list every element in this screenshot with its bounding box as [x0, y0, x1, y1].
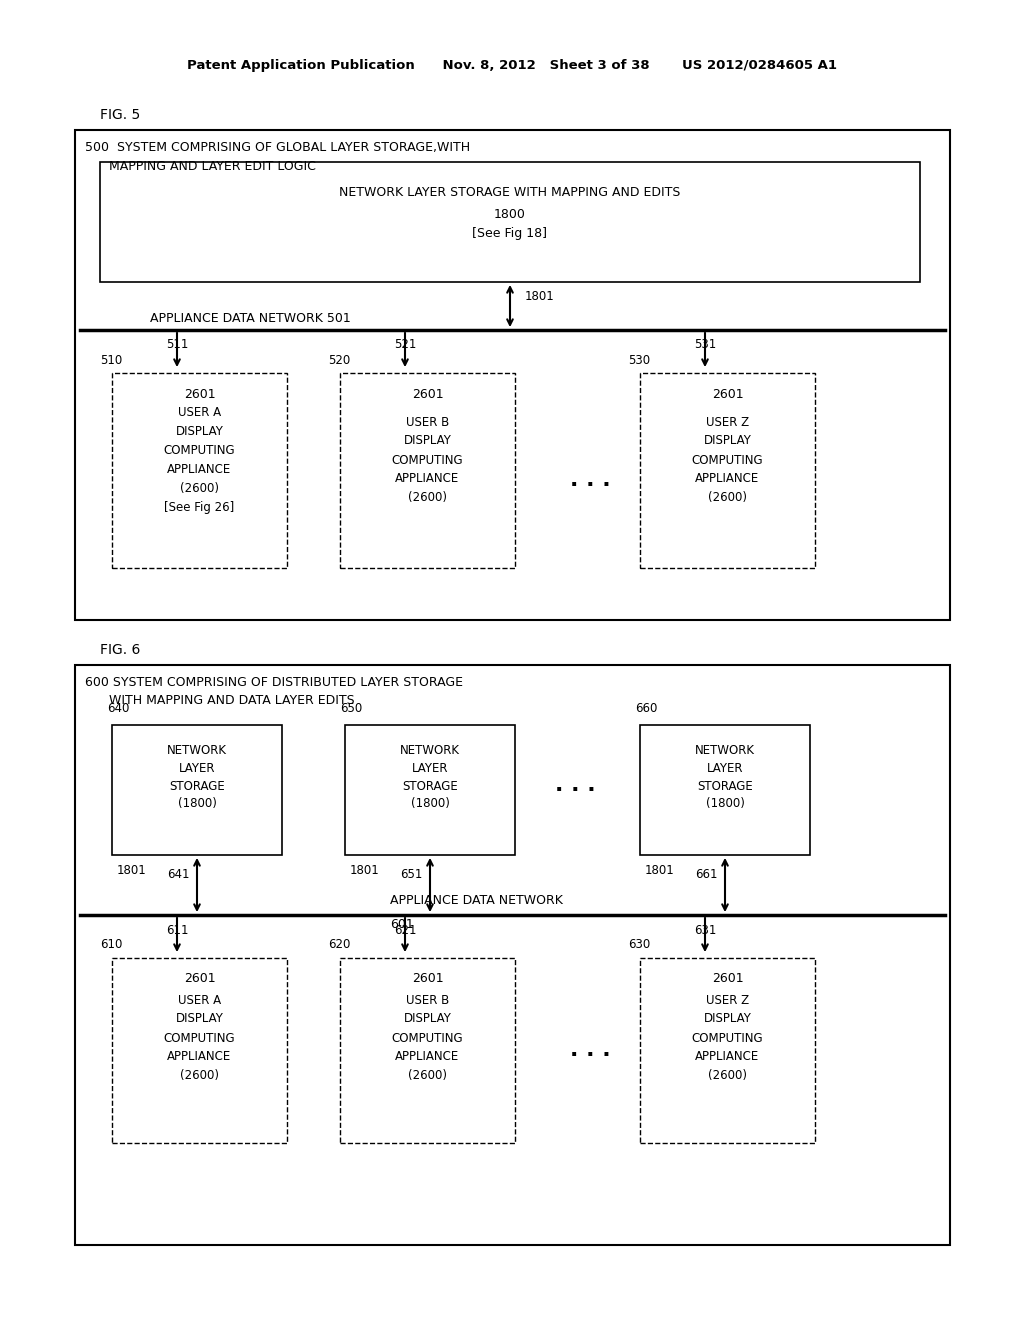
Text: APPLIANCE DATA NETWORK: APPLIANCE DATA NETWORK	[390, 895, 563, 908]
Text: FIG. 5: FIG. 5	[100, 108, 140, 121]
Text: NETWORK
LAYER
STORAGE
(1800): NETWORK LAYER STORAGE (1800)	[167, 743, 227, 810]
Text: 2601: 2601	[412, 388, 443, 401]
Text: 630: 630	[628, 939, 650, 952]
Text: NETWORK LAYER STORAGE WITH MAPPING AND EDITS: NETWORK LAYER STORAGE WITH MAPPING AND E…	[339, 186, 681, 198]
Text: 1800: 1800	[494, 207, 526, 220]
FancyBboxPatch shape	[640, 958, 815, 1143]
Text: 510: 510	[100, 354, 122, 367]
Text: 2601: 2601	[412, 972, 443, 985]
FancyBboxPatch shape	[112, 374, 287, 568]
Text: 641: 641	[167, 869, 189, 882]
Text: . . .: . . .	[569, 470, 610, 490]
Text: USER Z
DISPLAY
COMPUTING
APPLIANCE
(2600): USER Z DISPLAY COMPUTING APPLIANCE (2600…	[691, 994, 763, 1082]
Text: 640: 640	[106, 702, 129, 715]
Text: 1801: 1801	[350, 865, 380, 878]
Text: 660: 660	[635, 702, 657, 715]
FancyBboxPatch shape	[340, 958, 515, 1143]
Text: USER B
DISPLAY
COMPUTING
APPLIANCE
(2600): USER B DISPLAY COMPUTING APPLIANCE (2600…	[392, 416, 463, 504]
Text: 610: 610	[100, 939, 123, 952]
Text: 1801: 1801	[117, 865, 146, 878]
Text: 2601: 2601	[712, 972, 743, 985]
Text: Patent Application Publication      Nov. 8, 2012   Sheet 3 of 38       US 2012/0: Patent Application Publication Nov. 8, 2…	[187, 58, 837, 71]
Text: 650: 650	[340, 702, 362, 715]
Text: . . .: . . .	[555, 775, 595, 795]
Text: NETWORK
LAYER
STORAGE
(1800): NETWORK LAYER STORAGE (1800)	[400, 743, 460, 810]
Text: 600 SYSTEM COMPRISING OF DISTRIBUTED LAYER STORAGE: 600 SYSTEM COMPRISING OF DISTRIBUTED LAY…	[85, 676, 463, 689]
Text: USER Z
DISPLAY
COMPUTING
APPLIANCE
(2600): USER Z DISPLAY COMPUTING APPLIANCE (2600…	[691, 416, 763, 504]
Text: WITH MAPPING AND DATA LAYER EDITS: WITH MAPPING AND DATA LAYER EDITS	[85, 694, 354, 708]
FancyBboxPatch shape	[100, 162, 920, 282]
FancyBboxPatch shape	[345, 725, 515, 855]
Text: 2601: 2601	[183, 388, 215, 401]
Text: 1801: 1801	[525, 290, 555, 304]
Text: 651: 651	[400, 869, 422, 882]
Text: USER B
DISPLAY
COMPUTING
APPLIANCE
(2600): USER B DISPLAY COMPUTING APPLIANCE (2600…	[392, 994, 463, 1082]
Text: 631: 631	[694, 924, 716, 936]
Text: USER A
DISPLAY
COMPUTING
APPLIANCE
(2600)
[See Fig 26]: USER A DISPLAY COMPUTING APPLIANCE (2600…	[164, 407, 236, 513]
Text: 1801: 1801	[645, 865, 675, 878]
Text: 611: 611	[166, 924, 188, 936]
Text: 531: 531	[694, 338, 716, 351]
FancyBboxPatch shape	[75, 665, 950, 1245]
Text: . . .: . . .	[569, 1040, 610, 1060]
Text: 2601: 2601	[712, 388, 743, 401]
Text: 521: 521	[394, 338, 416, 351]
Text: 520: 520	[328, 354, 350, 367]
Text: 621: 621	[394, 924, 416, 936]
Text: 2601: 2601	[183, 972, 215, 985]
Text: 601: 601	[390, 919, 414, 932]
Text: MAPPING AND LAYER EDIT LOGIC: MAPPING AND LAYER EDIT LOGIC	[85, 160, 315, 173]
Text: 661: 661	[695, 869, 718, 882]
FancyBboxPatch shape	[75, 129, 950, 620]
FancyBboxPatch shape	[340, 374, 515, 568]
FancyBboxPatch shape	[640, 725, 810, 855]
Text: 500  SYSTEM COMPRISING OF GLOBAL LAYER STORAGE,WITH: 500 SYSTEM COMPRISING OF GLOBAL LAYER ST…	[85, 141, 470, 154]
FancyBboxPatch shape	[112, 725, 282, 855]
Text: FIG. 6: FIG. 6	[100, 643, 140, 657]
Text: APPLIANCE DATA NETWORK 501: APPLIANCE DATA NETWORK 501	[150, 312, 351, 325]
Text: [See Fig 18]: [See Fig 18]	[472, 227, 548, 240]
FancyBboxPatch shape	[640, 374, 815, 568]
Text: NETWORK
LAYER
STORAGE
(1800): NETWORK LAYER STORAGE (1800)	[695, 743, 755, 810]
Text: 511: 511	[166, 338, 188, 351]
Text: 620: 620	[328, 939, 350, 952]
Text: 530: 530	[628, 354, 650, 367]
FancyBboxPatch shape	[112, 958, 287, 1143]
Text: USER A
DISPLAY
COMPUTING
APPLIANCE
(2600): USER A DISPLAY COMPUTING APPLIANCE (2600…	[164, 994, 236, 1082]
